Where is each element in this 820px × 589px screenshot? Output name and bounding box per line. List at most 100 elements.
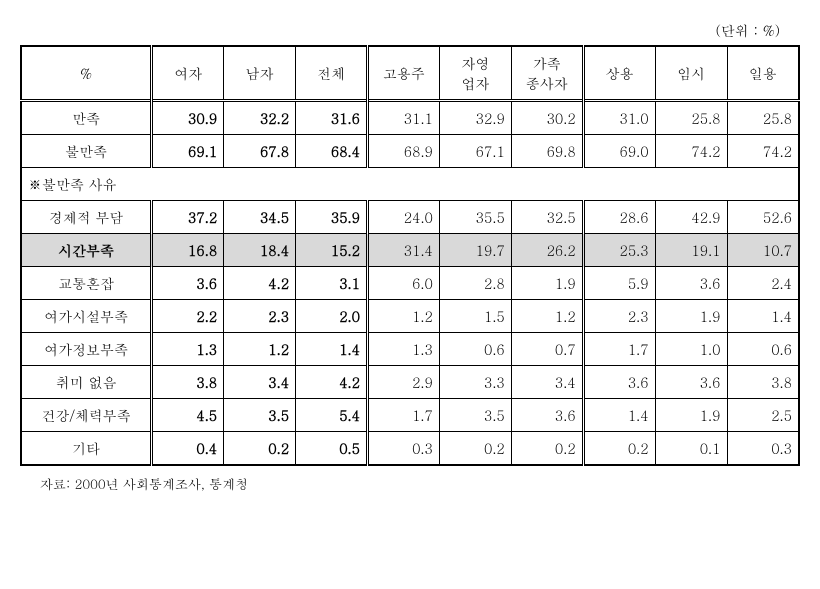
- data-cell: 5.4: [296, 399, 368, 432]
- data-cell: 74.2: [727, 135, 799, 168]
- unit-label: (단위 : %): [20, 20, 800, 40]
- header-percent: %: [21, 46, 152, 101]
- data-cell: 3.6: [655, 366, 727, 399]
- data-cell: 1.9: [655, 300, 727, 333]
- data-cell: 30.2: [511, 101, 583, 135]
- data-cell: 1.3: [152, 333, 224, 366]
- data-cell: 18.4: [224, 234, 296, 267]
- data-cell: 34.5: [224, 201, 296, 234]
- data-cell: 52.6: [727, 201, 799, 234]
- data-cell: 4.2: [224, 267, 296, 300]
- data-cell: 1.9: [511, 267, 583, 300]
- section-header-row: ※불만족 사유: [21, 168, 799, 201]
- section-header: ※불만족 사유: [21, 168, 799, 201]
- row-label: 기타: [21, 432, 152, 466]
- data-cell: 32.2: [224, 101, 296, 135]
- data-cell: 74.2: [655, 135, 727, 168]
- data-cell: 24.0: [367, 201, 439, 234]
- data-cell: 3.4: [224, 366, 296, 399]
- data-cell: 0.6: [727, 333, 799, 366]
- header-male: 남자: [224, 46, 296, 101]
- data-cell: 32.5: [511, 201, 583, 234]
- row-label: 불만족: [21, 135, 152, 168]
- data-cell: 4.2: [296, 366, 368, 399]
- data-cell: 32.9: [439, 101, 511, 135]
- data-cell: 2.4: [727, 267, 799, 300]
- data-cell: 3.6: [152, 267, 224, 300]
- data-cell: 0.4: [152, 432, 224, 466]
- data-cell: 5.9: [583, 267, 655, 300]
- data-cell: 1.4: [296, 333, 368, 366]
- data-cell: 67.1: [439, 135, 511, 168]
- data-cell: 4.5: [152, 399, 224, 432]
- header-daily: 일용: [727, 46, 799, 101]
- data-cell: 1.5: [439, 300, 511, 333]
- data-cell: 0.3: [367, 432, 439, 466]
- data-cell: 3.6: [583, 366, 655, 399]
- data-cell: 1.2: [511, 300, 583, 333]
- row-label: 여가시설부족: [21, 300, 152, 333]
- data-cell: 1.9: [655, 399, 727, 432]
- data-cell: 35.9: [296, 201, 368, 234]
- data-cell: 25.8: [655, 101, 727, 135]
- data-cell: 0.1: [655, 432, 727, 466]
- header-temporary: 임시: [655, 46, 727, 101]
- source-label: 자료: 2000년 사회통계조사, 통계청: [20, 474, 800, 493]
- header-family-worker: 가족 종사자: [511, 46, 583, 101]
- data-cell: 10.7: [727, 234, 799, 267]
- table-row: 여가정보부족1.31.21.41.30.60.71.71.00.6: [21, 333, 799, 366]
- data-cell: 15.2: [296, 234, 368, 267]
- data-cell: 0.3: [727, 432, 799, 466]
- data-cell: 19.1: [655, 234, 727, 267]
- data-cell: 69.0: [583, 135, 655, 168]
- data-cell: 1.4: [727, 300, 799, 333]
- data-cell: 3.8: [152, 366, 224, 399]
- data-cell: 3.3: [439, 366, 511, 399]
- table-row: 기타0.40.20.50.30.20.20.20.10.3: [21, 432, 799, 466]
- data-cell: 3.1: [296, 267, 368, 300]
- table-row: 취미 없음3.83.44.22.93.33.43.63.63.8: [21, 366, 799, 399]
- row-label: 여가정보부족: [21, 333, 152, 366]
- row-label: 건강/체력부족: [21, 399, 152, 432]
- data-cell: 28.6: [583, 201, 655, 234]
- data-cell: 2.9: [367, 366, 439, 399]
- data-table: % 여자 남자 전체 고용주 자영 업자 가족 종사자 상용 임시 일용 만족3…: [20, 45, 800, 466]
- data-cell: 3.4: [511, 366, 583, 399]
- data-cell: 25.3: [583, 234, 655, 267]
- data-cell: 16.8: [152, 234, 224, 267]
- data-cell: 0.2: [511, 432, 583, 466]
- table-row: 만족30.932.231.631.132.930.231.025.825.8: [21, 101, 799, 135]
- data-cell: 30.9: [152, 101, 224, 135]
- table-row: 건강/체력부족4.53.55.41.73.53.61.41.92.5: [21, 399, 799, 432]
- data-cell: 25.8: [727, 101, 799, 135]
- data-cell: 19.7: [439, 234, 511, 267]
- data-cell: 1.7: [583, 333, 655, 366]
- table-row: 교통혼잡3.64.23.16.02.81.95.93.62.4: [21, 267, 799, 300]
- data-cell: 1.4: [583, 399, 655, 432]
- data-cell: 3.5: [224, 399, 296, 432]
- header-regular: 상용: [583, 46, 655, 101]
- table-row: 경제적 부담37.234.535.924.035.532.528.642.952…: [21, 201, 799, 234]
- data-cell: 31.0: [583, 101, 655, 135]
- data-cell: 37.2: [152, 201, 224, 234]
- table-row: 시간부족16.818.415.231.419.726.225.319.110.7: [21, 234, 799, 267]
- data-cell: 26.2: [511, 234, 583, 267]
- data-cell: 0.7: [511, 333, 583, 366]
- table-row: 여가시설부족2.22.32.01.21.51.22.31.91.4: [21, 300, 799, 333]
- data-cell: 1.0: [655, 333, 727, 366]
- header-self-employed: 자영 업자: [439, 46, 511, 101]
- header-total: 전체: [296, 46, 368, 101]
- data-cell: 35.5: [439, 201, 511, 234]
- data-cell: 0.2: [439, 432, 511, 466]
- data-cell: 0.2: [224, 432, 296, 466]
- data-cell: 31.4: [367, 234, 439, 267]
- data-cell: 0.6: [439, 333, 511, 366]
- data-cell: 2.3: [224, 300, 296, 333]
- row-label: 교통혼잡: [21, 267, 152, 300]
- data-cell: 0.5: [296, 432, 368, 466]
- header-row: % 여자 남자 전체 고용주 자영 업자 가족 종사자 상용 임시 일용: [21, 46, 799, 101]
- data-cell: 1.2: [367, 300, 439, 333]
- data-cell: 3.8: [727, 366, 799, 399]
- data-cell: 1.7: [367, 399, 439, 432]
- data-cell: 1.2: [224, 333, 296, 366]
